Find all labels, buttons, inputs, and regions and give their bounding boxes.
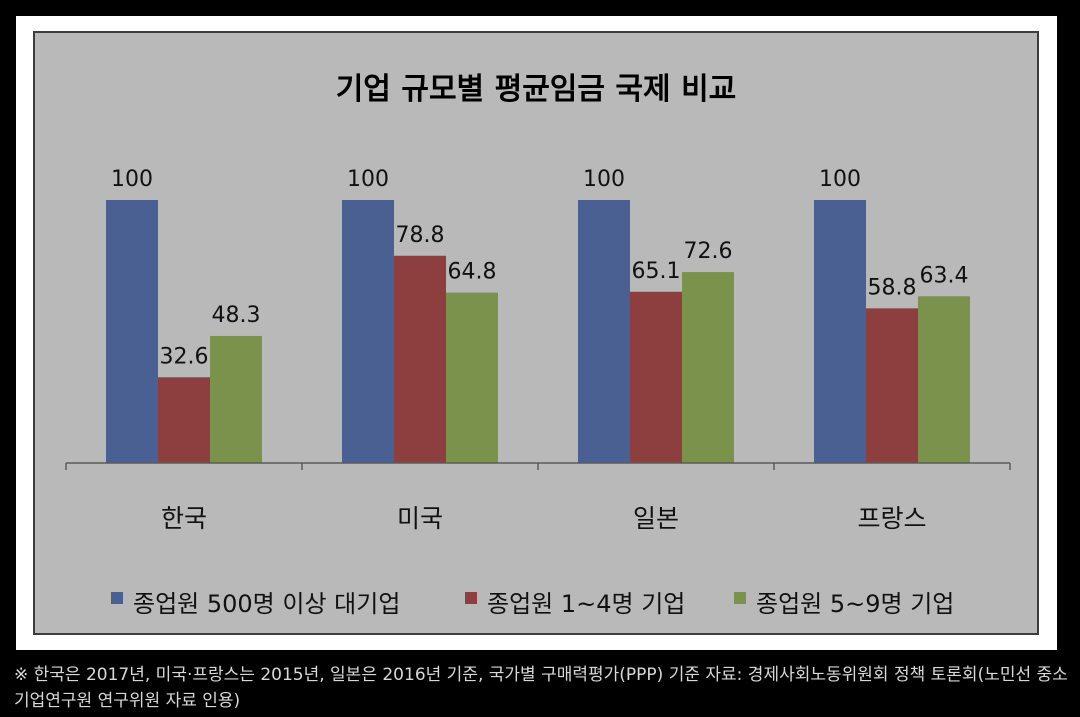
bar-3-2 [446,292,498,463]
category-label: 미국 [397,504,443,533]
bar-1-1 [106,200,158,463]
value-label: 64.8 [448,260,497,285]
legend: 종업원 500명 이상 대기업 종업원 1~4명 기업 종업원 5~9명 기업 [111,590,954,618]
value-labels-group: 100 32.648.3 100 78.864.8 100 65.172.6 100 58.8… [111,167,968,369]
bar-2-3 [630,291,682,463]
legend-label: 종업원 500명 이상 대기업 [133,590,400,618]
chart-frame: 기업 규모별 평균임금 국제 비교 100 32.6 48.3 100 78.8 64.8… [16,16,1057,650]
value-label: 100 [819,167,861,192]
bars-group [106,200,970,463]
value-label: 48.3 [212,303,261,328]
x-axis-ticks [65,463,1011,470]
category-label: 일본 [633,504,679,533]
category-label: 한국 [161,504,207,533]
legend-swatch [111,592,123,604]
bar-2-1 [158,377,210,463]
bar-chart: 기업 규모별 평균임금 국제 비교 100 32.648.3 100 78.864.8… [33,31,1039,635]
bar-1-3 [578,200,630,463]
chart-title: 기업 규모별 평균임금 국제 비교 [336,72,737,107]
bar-3-4 [918,296,970,463]
category-label: 프랑스 [857,504,926,533]
value-label: 100 [583,167,625,192]
bar-3-1 [210,335,262,463]
legend-swatch [465,592,477,604]
bar-3-3 [682,272,734,463]
value-label: 100 [347,167,389,192]
bar-2-2 [394,255,446,463]
value-label: 78.8 [396,223,445,248]
category-labels-group: 한국 미국 일본 프랑스 [161,504,927,533]
value-label: 63.4 [920,263,969,288]
bar-1-4 [814,200,866,463]
value-label: 72.6 [684,239,733,264]
footnote: ※ 한국은 2017년, 미국·프랑스는 2015년, 일본은 2016년 기준… [14,665,1068,711]
value-label: 58.8 [868,275,917,300]
bar-2-4 [866,308,918,463]
bar-1-2 [342,200,394,463]
legend-swatch [734,592,746,604]
value-label: 65.1 [632,259,681,284]
legend-label: 종업원 5~9명 기업 [756,590,954,618]
value-label: 100 [111,167,153,192]
value-label: 32.6 [160,344,209,369]
legend-label: 종업원 1~4명 기업 [487,590,685,618]
